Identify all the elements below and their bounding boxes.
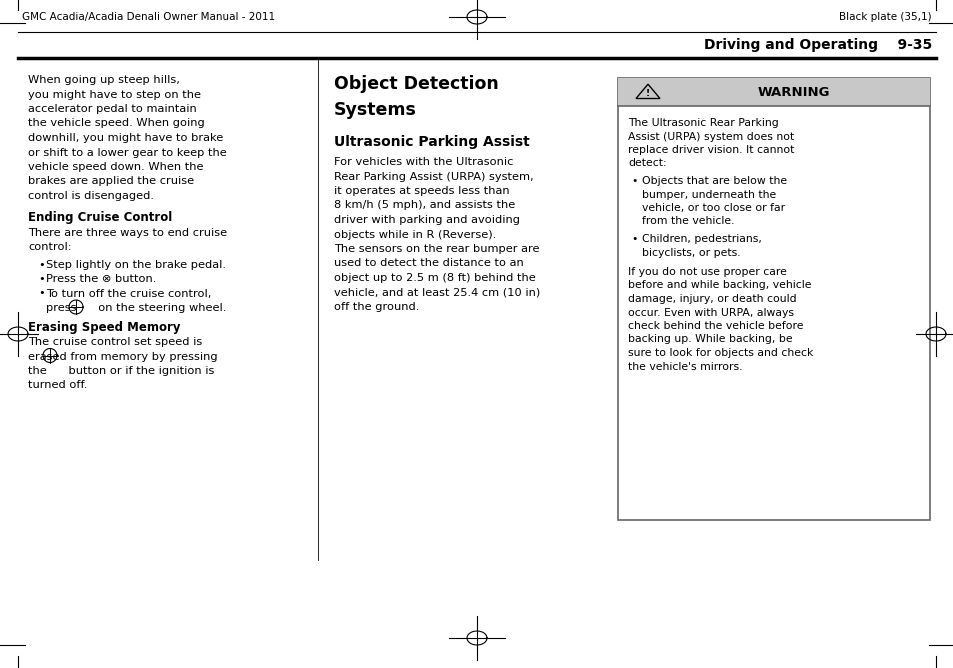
Text: Objects that are below the: Objects that are below the — [641, 176, 786, 186]
Text: from the vehicle.: from the vehicle. — [641, 216, 734, 226]
Text: The sensors on the rear bumper are: The sensors on the rear bumper are — [334, 244, 539, 254]
Text: erased from memory by pressing: erased from memory by pressing — [28, 351, 217, 361]
Text: objects while in R (Reverse).: objects while in R (Reverse). — [334, 230, 496, 240]
Text: vehicle, or too close or far: vehicle, or too close or far — [641, 203, 784, 213]
Text: For vehicles with the Ultrasonic: For vehicles with the Ultrasonic — [334, 157, 513, 167]
Text: •: • — [630, 176, 637, 186]
Bar — [618, 78, 929, 106]
Text: control is disengaged.: control is disengaged. — [28, 191, 153, 201]
Text: control:: control: — [28, 242, 71, 252]
Text: •: • — [630, 234, 637, 244]
Text: 8 km/h (5 mph), and assists the: 8 km/h (5 mph), and assists the — [334, 200, 515, 210]
Text: If you do not use proper care: If you do not use proper care — [627, 267, 786, 277]
Text: turned off.: turned off. — [28, 381, 88, 391]
Text: Ending Cruise Control: Ending Cruise Control — [28, 212, 172, 224]
Bar — [618, 78, 929, 520]
Text: GMC Acadia/Acadia Denali Owner Manual - 2011: GMC Acadia/Acadia Denali Owner Manual - … — [22, 12, 274, 22]
Text: off the ground.: off the ground. — [334, 302, 419, 312]
Text: Driving and Operating    9-35: Driving and Operating 9-35 — [703, 38, 931, 52]
Text: bumper, underneath the: bumper, underneath the — [641, 190, 776, 200]
Text: Systems: Systems — [334, 101, 416, 119]
Text: brakes are applied the cruise: brakes are applied the cruise — [28, 176, 193, 186]
Text: !: ! — [645, 88, 649, 98]
Text: WARNING: WARNING — [757, 86, 829, 98]
Text: To turn off the cruise control,: To turn off the cruise control, — [46, 289, 212, 299]
Text: used to detect the distance to an: used to detect the distance to an — [334, 259, 523, 269]
Text: you might have to step on the: you might have to step on the — [28, 90, 201, 100]
Text: Press the ⊗ button.: Press the ⊗ button. — [46, 274, 156, 284]
Text: the vehicle speed. When going: the vehicle speed. When going — [28, 118, 205, 128]
Text: detect:: detect: — [627, 158, 666, 168]
Text: •: • — [38, 259, 45, 269]
Text: Rear Parking Assist (URPA) system,: Rear Parking Assist (URPA) system, — [334, 172, 533, 182]
Text: •: • — [38, 289, 45, 299]
Text: check behind the vehicle before: check behind the vehicle before — [627, 321, 802, 331]
Text: before and while backing, vehicle: before and while backing, vehicle — [627, 281, 811, 291]
Text: press      on the steering wheel.: press on the steering wheel. — [46, 303, 226, 313]
Text: accelerator pedal to maintain: accelerator pedal to maintain — [28, 104, 196, 114]
Text: or shift to a lower gear to keep the: or shift to a lower gear to keep the — [28, 148, 227, 158]
Text: There are three ways to end cruise: There are three ways to end cruise — [28, 228, 227, 238]
Text: Children, pedestrians,: Children, pedestrians, — [641, 234, 761, 244]
Text: it operates at speeds less than: it operates at speeds less than — [334, 186, 509, 196]
Text: Ultrasonic Parking Assist: Ultrasonic Parking Assist — [334, 135, 529, 149]
Text: The Ultrasonic Rear Parking: The Ultrasonic Rear Parking — [627, 118, 778, 128]
Text: downhill, you might have to brake: downhill, you might have to brake — [28, 133, 223, 143]
Text: •: • — [38, 274, 45, 284]
Text: Step lightly on the brake pedal.: Step lightly on the brake pedal. — [46, 259, 226, 269]
Text: the vehicle's mirrors.: the vehicle's mirrors. — [627, 361, 741, 371]
Text: replace driver vision. It cannot: replace driver vision. It cannot — [627, 145, 794, 155]
Text: vehicle, and at least 25.4 cm (10 in): vehicle, and at least 25.4 cm (10 in) — [334, 287, 539, 297]
Text: Assist (URPA) system does not: Assist (URPA) system does not — [627, 132, 794, 142]
Text: damage, injury, or death could: damage, injury, or death could — [627, 294, 796, 304]
Text: The cruise control set speed is: The cruise control set speed is — [28, 337, 202, 347]
Text: the      button or if the ignition is: the button or if the ignition is — [28, 366, 214, 376]
Text: object up to 2.5 m (8 ft) behind the: object up to 2.5 m (8 ft) behind the — [334, 273, 536, 283]
Text: driver with parking and avoiding: driver with parking and avoiding — [334, 215, 519, 225]
Text: Erasing Speed Memory: Erasing Speed Memory — [28, 321, 180, 334]
Text: backing up. While backing, be: backing up. While backing, be — [627, 335, 792, 345]
Text: Object Detection: Object Detection — [334, 75, 498, 93]
Text: occur. Even with URPA, always: occur. Even with URPA, always — [627, 307, 793, 317]
Text: sure to look for objects and check: sure to look for objects and check — [627, 348, 813, 358]
Text: vehicle speed down. When the: vehicle speed down. When the — [28, 162, 203, 172]
Text: Black plate (35,1): Black plate (35,1) — [839, 12, 931, 22]
Text: bicyclists, or pets.: bicyclists, or pets. — [641, 248, 740, 257]
Text: When going up steep hills,: When going up steep hills, — [28, 75, 180, 85]
